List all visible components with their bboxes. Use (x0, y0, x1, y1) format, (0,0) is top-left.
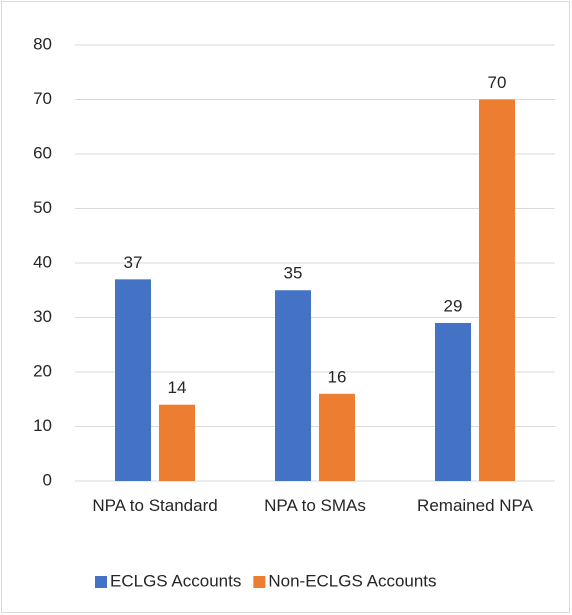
y-tick-label: 10 (33, 416, 52, 435)
y-tick-label: 70 (33, 89, 52, 108)
data-label: 29 (444, 296, 463, 315)
y-tick-label: 40 (33, 252, 52, 271)
legend-label: Non-ECLGS Accounts (268, 571, 436, 590)
y-tick-label: 0 (43, 470, 52, 489)
bar (319, 393, 355, 481)
bar (275, 290, 311, 481)
y-tick-label: 50 (33, 198, 52, 217)
bar (159, 404, 195, 481)
data-label: 70 (488, 73, 507, 92)
data-label: 14 (168, 378, 187, 397)
y-tick-label: 20 (33, 361, 52, 380)
bar (435, 322, 471, 481)
data-label: 37 (124, 253, 143, 272)
data-label: 16 (328, 367, 347, 386)
y-tick-label: 30 (33, 307, 52, 326)
legend-swatch (253, 576, 266, 588)
x-tick-label: NPA to SMAs (264, 496, 366, 515)
x-tick-label: Remained NPA (417, 496, 533, 515)
x-tick-label: NPA to Standard (92, 496, 218, 515)
legend-label: ECLGS Accounts (110, 571, 241, 590)
bar (115, 279, 151, 481)
data-label: 35 (284, 264, 303, 283)
y-tick-label: 60 (33, 143, 52, 162)
legend-swatch (95, 576, 107, 588)
bar (479, 99, 515, 481)
y-tick-label: 80 (33, 34, 52, 53)
